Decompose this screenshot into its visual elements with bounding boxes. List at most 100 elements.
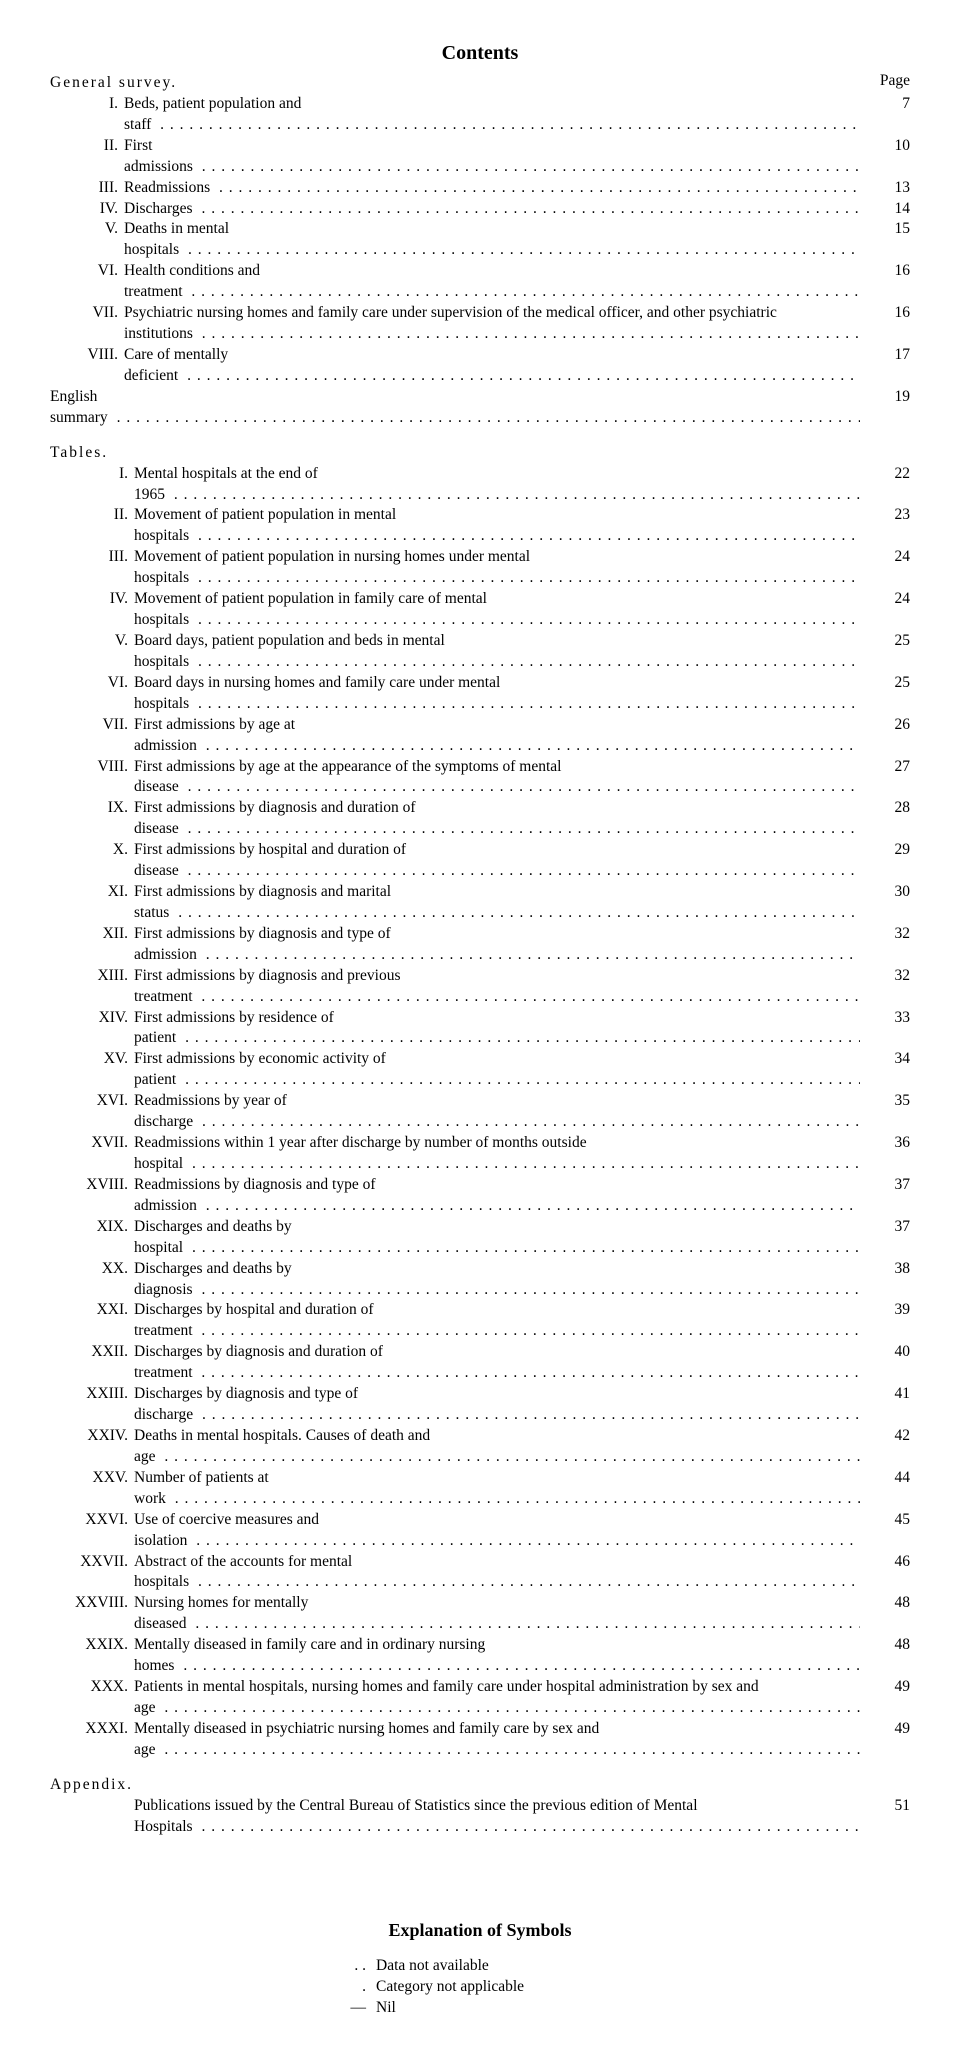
toc-page-number: 32	[860, 966, 910, 987]
toc-page-number: 24	[860, 547, 910, 568]
toc-page-number: 33	[860, 1008, 910, 1029]
toc-page-number: 24	[860, 589, 910, 610]
toc-row: XVI.Readmissions by year of discharge35	[50, 1091, 910, 1133]
toc-numeral: XI.	[50, 882, 134, 903]
toc-page-number: 26	[860, 715, 910, 736]
toc-description: Mentally diseased in family care and in …	[134, 1635, 860, 1677]
toc-row: Publications issued by the Central Burea…	[50, 1796, 910, 1838]
toc-page-number: 28	[860, 798, 910, 819]
toc-numeral: III.	[50, 178, 124, 199]
toc-numeral: IV.	[50, 199, 124, 220]
toc-row: IV.Movement of patient population in fam…	[50, 589, 910, 631]
symbol-text: Category not applicable	[376, 1977, 524, 1998]
toc-numeral: VI.	[50, 673, 134, 694]
toc-row: XXVI.Use of coercive measures and isolat…	[50, 1510, 910, 1552]
toc-page-number: 16	[860, 303, 910, 324]
toc-numeral: XIX.	[50, 1217, 134, 1238]
toc-description: Discharges and deaths by hospital	[134, 1217, 860, 1259]
toc-page-number: 34	[860, 1049, 910, 1070]
toc-description: Movement of patient population in nursin…	[134, 547, 860, 589]
toc-row: VII.Psychiatric nursing homes and family…	[50, 303, 910, 345]
toc-page-number: 25	[860, 631, 910, 652]
toc-description: Nursing homes for mentally diseased	[134, 1593, 860, 1635]
toc-numeral: XXX.	[50, 1677, 134, 1698]
toc-row: III.Movement of patient population in nu…	[50, 547, 910, 589]
toc-description: First admissions by diagnosis and durati…	[134, 798, 860, 840]
toc-numeral: V.	[50, 219, 124, 240]
toc-numeral: XX.	[50, 1259, 134, 1280]
toc-description: Publications issued by the Central Burea…	[134, 1796, 860, 1838]
toc-row: XXIII.Discharges by diagnosis and type o…	[50, 1384, 910, 1426]
toc-row: XIII.First admissions by diagnosis and p…	[50, 966, 910, 1008]
toc-numeral: XXVII.	[50, 1552, 134, 1573]
toc-numeral: VIII.	[50, 757, 134, 778]
toc-description: Board days, patient population and beds …	[134, 631, 860, 673]
toc-page-number: 25	[860, 673, 910, 694]
toc-page-number: 40	[860, 1342, 910, 1363]
symbol-row: . .Data not available	[330, 1956, 630, 1977]
toc-description: Health conditions and treatment	[124, 261, 860, 303]
symbol-mark: . .	[330, 1956, 376, 1977]
symbol-text: Nil	[376, 1998, 396, 2019]
toc-description: First admissions by diagnosis and previo…	[134, 966, 860, 1008]
toc-page-number: 16	[860, 261, 910, 282]
toc-numeral: XXVI.	[50, 1510, 134, 1531]
toc-row: XIV.First admissions by residence of pat…	[50, 1008, 910, 1050]
toc-page-number: 51	[860, 1796, 910, 1817]
toc-description: First admissions by hospital and duratio…	[134, 840, 860, 882]
toc-description: Use of coercive measures and isolation	[134, 1510, 860, 1552]
toc-description: Discharges by diagnosis and duration of …	[134, 1342, 860, 1384]
toc-row: XVII.Readmissions within 1 year after di…	[50, 1133, 910, 1175]
toc-row: V.Deaths in mental hospitals15	[50, 219, 910, 261]
toc-page-number: 22	[860, 464, 910, 485]
toc-numeral: III.	[50, 547, 134, 568]
toc-row: XII.First admissions by diagnosis and ty…	[50, 924, 910, 966]
symbols-block: . .Data not available.Category not appli…	[330, 1956, 630, 2019]
toc-numeral: I.	[50, 94, 124, 115]
general-survey-list: I.Beds, patient population and staff7II.…	[50, 94, 910, 387]
toc-page-number: 13	[860, 178, 910, 199]
tables-list: I.Mental hospitals at the end of 196522I…	[50, 464, 910, 1761]
toc-page-number: 7	[860, 94, 910, 115]
toc-numeral: VII.	[50, 715, 134, 736]
toc-numeral: IX.	[50, 798, 134, 819]
toc-description: Discharges	[124, 199, 860, 220]
toc-row: XXX.Patients in mental hospitals, nursin…	[50, 1677, 910, 1719]
toc-row: XX.Discharges and deaths by diagnosis38	[50, 1259, 910, 1301]
toc-row: XXVIII.Nursing homes for mentally diseas…	[50, 1593, 910, 1635]
toc-numeral: XXI.	[50, 1300, 134, 1321]
toc-numeral: XVII.	[50, 1133, 134, 1154]
toc-numeral: II.	[50, 505, 134, 526]
page-label: Page	[880, 71, 910, 94]
toc-numeral: IV.	[50, 589, 134, 610]
toc-row: VI.Board days in nursing homes and famil…	[50, 673, 910, 715]
toc-numeral: XIII.	[50, 966, 134, 987]
appendix-list: Publications issued by the Central Burea…	[50, 1796, 910, 1838]
toc-row: IX.First admissions by diagnosis and dur…	[50, 798, 910, 840]
contents-title: Contents	[50, 40, 910, 67]
toc-numeral: XXIX.	[50, 1635, 134, 1656]
symbol-mark: .	[330, 1977, 376, 1998]
toc-page-number: 32	[860, 924, 910, 945]
symbol-row: —Nil	[330, 1998, 630, 2019]
symbol-row: .Category not applicable	[330, 1977, 630, 1998]
toc-numeral: I.	[50, 464, 134, 485]
toc-description: First admissions	[124, 136, 860, 178]
general-survey-heading: General survey.	[50, 73, 880, 94]
toc-numeral: VI.	[50, 261, 124, 282]
toc-numeral: XXXI.	[50, 1719, 134, 1740]
toc-page-number: 42	[860, 1426, 910, 1447]
toc-row: XVIII.Readmissions by diagnosis and type…	[50, 1175, 910, 1217]
toc-description: Readmissions by diagnosis and type of ad…	[134, 1175, 860, 1217]
toc-numeral: X.	[50, 840, 134, 861]
toc-row: XXIV.Deaths in mental hospitals. Causes …	[50, 1426, 910, 1468]
toc-numeral: VIII.	[50, 345, 124, 366]
toc-numeral: V.	[50, 631, 134, 652]
toc-numeral: VII.	[50, 303, 124, 324]
toc-description: Movement of patient population in mental…	[134, 505, 860, 547]
toc-page-number: 45	[860, 1510, 910, 1531]
toc-row: I.Mental hospitals at the end of 196522	[50, 464, 910, 506]
toc-row: VIII.First admissions by age at the appe…	[50, 757, 910, 799]
toc-description: Movement of patient population in family…	[134, 589, 860, 631]
toc-page-number: 36	[860, 1133, 910, 1154]
